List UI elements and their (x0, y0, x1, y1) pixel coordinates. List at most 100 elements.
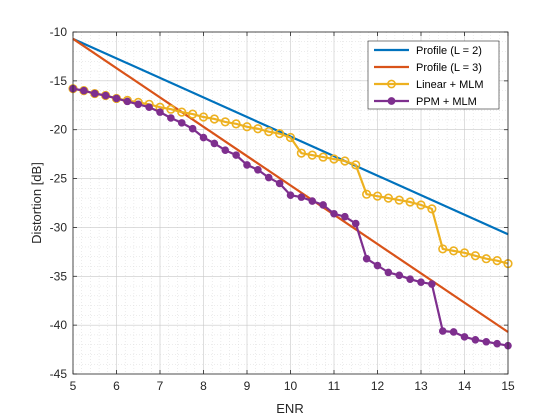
data-point-ppm-mlm (297, 193, 306, 201)
data-point-ppm-mlm (167, 114, 175, 122)
data-point-linear-mlm (481, 254, 491, 264)
legend-entry-ppm-mlm: PPM + MLM (374, 96, 477, 108)
data-point-linear-mlm (427, 204, 437, 214)
data-point-linear-mlm (188, 109, 198, 119)
data-point-ppm-mlm (264, 173, 273, 182)
data-point-linear-mlm (177, 107, 187, 117)
x-tick-label: 7 (157, 379, 164, 393)
data-point-linear-mlm (307, 150, 317, 160)
data-point-ppm-mlm (188, 124, 197, 133)
data-point-ppm-mlm (330, 209, 338, 218)
data-point-ppm-mlm (101, 91, 110, 100)
x-tick-label: 8 (200, 379, 207, 393)
x-tick-label: 9 (244, 379, 251, 393)
tick-labels: 5 6 7 8 9 10 11 12 13 14 15 -10 -15 -20 -25 -30 -35 -40 -4… (50, 25, 515, 393)
x-tick-label: 6 (113, 379, 120, 393)
data-point-ppm-mlm (112, 94, 121, 103)
data-point-ppm-mlm (406, 275, 414, 284)
data-point-ppm-mlm (362, 254, 371, 263)
y-tick-label: -25 (50, 172, 68, 186)
data-point-linear-mlm (275, 129, 285, 139)
data-point-linear-mlm (166, 104, 176, 114)
legend-entry-profile-l2: Profile (L = 2) (374, 45, 482, 57)
data-point-linear-mlm (416, 200, 426, 210)
data-point-linear-mlm (340, 156, 350, 166)
data-point-ppm-mlm (493, 339, 501, 348)
data-point-linear-mlm (209, 114, 219, 124)
data-point-ppm-mlm (319, 201, 327, 209)
data-point-ppm-mlm (177, 119, 186, 127)
data-point-linear-mlm (405, 197, 415, 207)
legend-label-profile-l3: Profile (L = 3) (416, 62, 482, 74)
data-point-ppm-mlm (449, 328, 458, 336)
y-axis-label: Distortion [dB] (29, 162, 44, 244)
axis-ticks (72, 31, 509, 375)
y-tick-label: -10 (50, 25, 68, 39)
data-point-linear-mlm (285, 132, 296, 143)
data-point-linear-mlm (492, 256, 502, 266)
x-tick-label: 14 (458, 379, 472, 393)
y-tick-label: -40 (50, 318, 68, 332)
data-point-ppm-mlm (460, 333, 469, 341)
data-point-ppm-mlm (80, 86, 88, 95)
legend-entry-linear-mlm: Linear + MLM (374, 79, 484, 91)
data-point-linear-mlm (253, 124, 263, 134)
data-point-linear-mlm (394, 195, 404, 205)
legend-label-ppm-mlm: PPM + MLM (416, 96, 477, 108)
x-tick-label: 13 (414, 379, 428, 393)
data-point-ppm-mlm (145, 103, 153, 112)
data-point-ppm-mlm (395, 271, 404, 280)
data-point-ppm-mlm (221, 146, 230, 155)
data-point-ppm-mlm (471, 336, 480, 344)
data-point-ppm-mlm (351, 219, 360, 228)
data-point-linear-mlm (372, 191, 383, 201)
data-point-ppm-mlm (373, 261, 382, 270)
data-point-ppm-mlm (275, 179, 284, 188)
data-point-ppm-mlm (341, 212, 349, 221)
x-tick-label: 11 (328, 379, 341, 393)
x-tick-label: 5 (70, 379, 77, 393)
data-point-ppm-mlm (199, 133, 208, 142)
data-point-ppm-mlm (482, 337, 491, 346)
data-point-ppm-mlm (156, 108, 164, 116)
data-point-linear-mlm (264, 127, 274, 137)
x-tick-label: 10 (284, 379, 298, 393)
data-point-ppm-mlm (308, 197, 317, 205)
data-point-ppm-mlm (438, 327, 447, 335)
data-point-linear-mlm (318, 152, 328, 162)
x-tick-label: 12 (371, 379, 385, 393)
data-point-linear-mlm (470, 251, 480, 261)
data-point-linear-mlm (231, 119, 241, 129)
data-point-linear-mlm (362, 189, 372, 199)
legend-label-profile-l2: Profile (L = 2) (416, 45, 482, 57)
data-point-linear-mlm (198, 112, 209, 122)
y-tick-label: -30 (50, 220, 68, 234)
data-point-ppm-mlm (286, 191, 295, 199)
data-point-ppm-mlm (123, 97, 132, 106)
data-point-linear-mlm (459, 248, 470, 258)
data-point-ppm-mlm (384, 268, 393, 277)
legend: Profile (L = 2) Profile (L = 3) Linear +… (367, 40, 500, 110)
y-tick-label: -15 (50, 74, 68, 88)
legend-marker-ppm-mlm (387, 97, 396, 105)
x-axis-label: ENR (276, 401, 303, 416)
x-tick-label: 15 (501, 379, 515, 393)
data-point-ppm-mlm (210, 139, 219, 148)
data-point-linear-mlm (242, 122, 252, 132)
y-tick-label: -45 (50, 367, 68, 381)
data-point-linear-mlm (383, 193, 393, 203)
legend-marker-linear-mlm (387, 79, 396, 89)
data-point-ppm-mlm (417, 278, 425, 286)
data-point-linear-mlm (449, 246, 459, 256)
data-point-ppm-mlm (232, 151, 240, 159)
data-point-ppm-mlm (134, 100, 143, 109)
data-point-ppm-mlm (254, 165, 262, 174)
data-point-linear-mlm (296, 148, 306, 158)
data-point-linear-mlm (329, 154, 339, 164)
y-tick-label: -20 (50, 123, 68, 137)
legend-entry-profile-l3: Profile (L = 3) (374, 62, 482, 74)
y-tick-label: -35 (50, 269, 68, 283)
data-point-linear-mlm (438, 244, 448, 254)
data-point-ppm-mlm (243, 161, 251, 169)
